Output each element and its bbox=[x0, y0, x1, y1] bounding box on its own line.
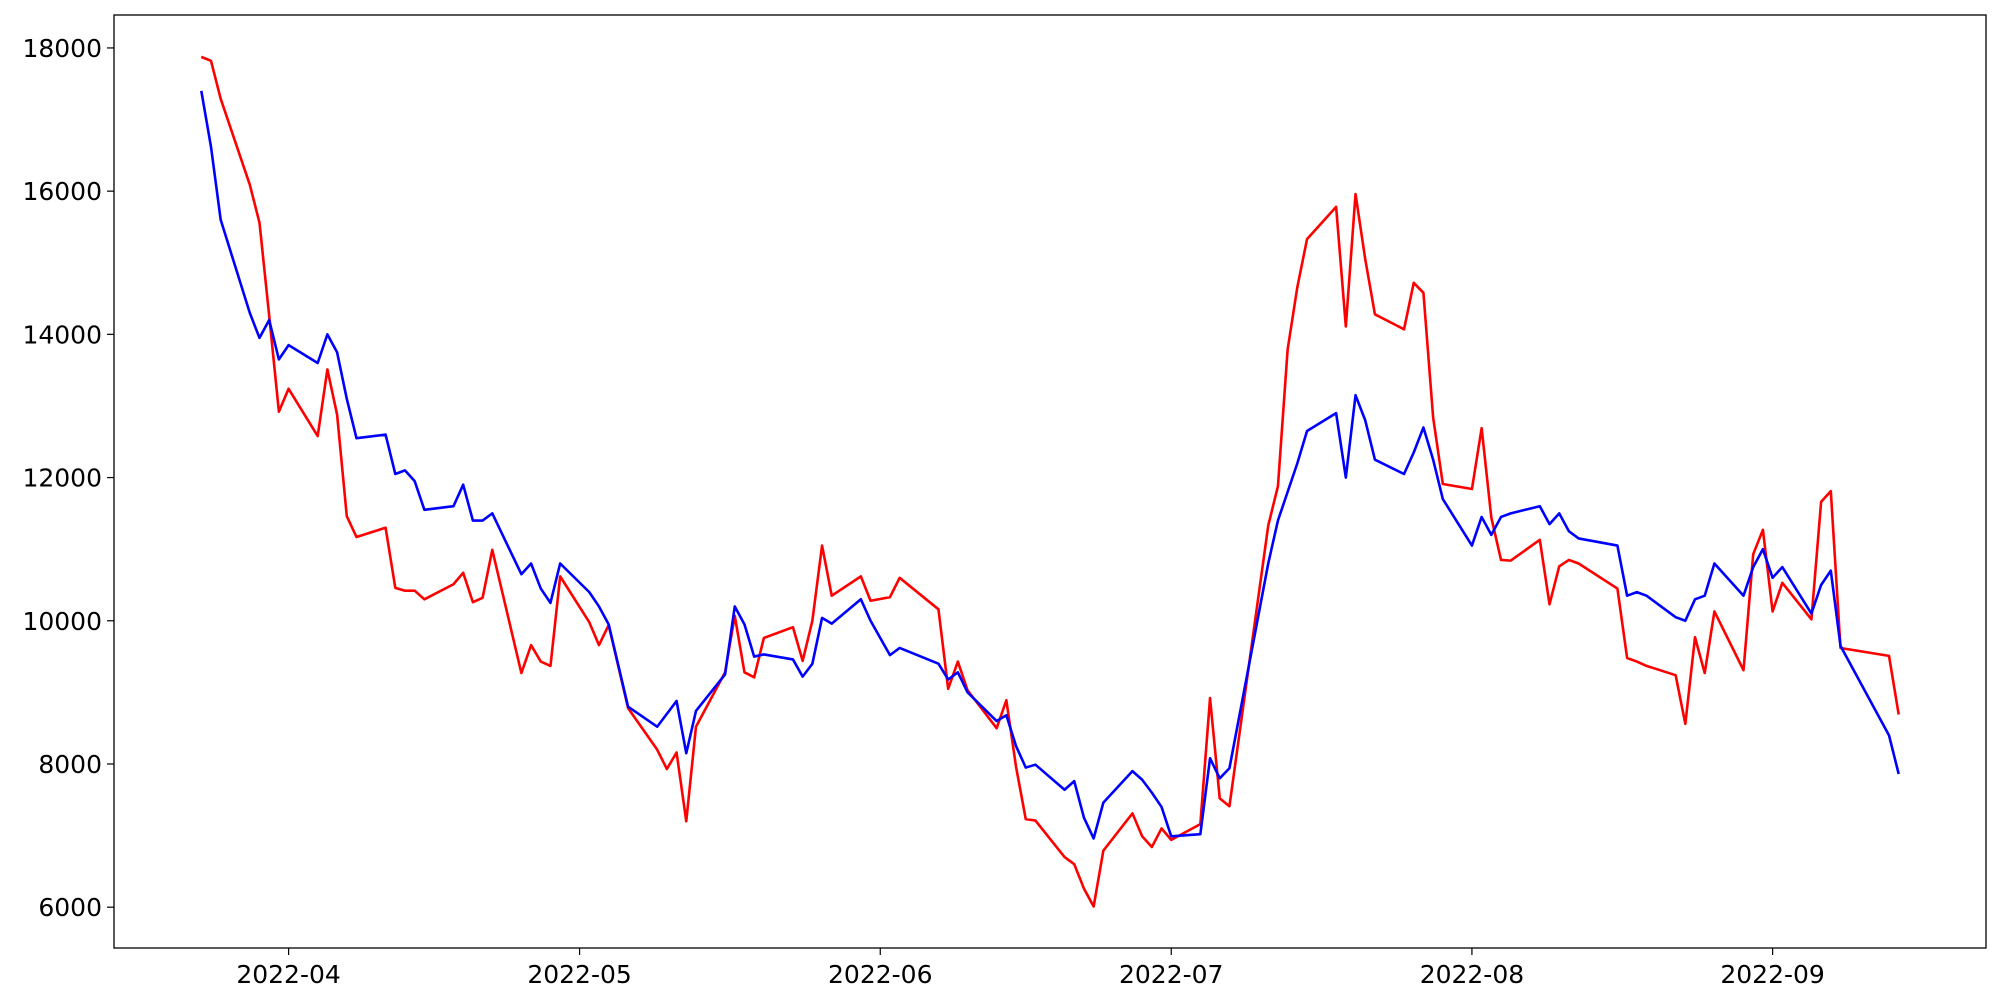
x-tick-label: 2022-08 bbox=[1420, 960, 1524, 989]
y-tick-label: 18000 bbox=[22, 34, 102, 63]
plot-frame bbox=[113, 14, 1987, 949]
x-tick-label: 2022-06 bbox=[828, 960, 932, 989]
y-tick-label: 6000 bbox=[38, 893, 102, 922]
x-tick-label: 2022-09 bbox=[1720, 960, 1824, 989]
y-tick-label: 16000 bbox=[22, 177, 102, 206]
y-tick-label: 12000 bbox=[22, 464, 102, 493]
y-tick-label: 14000 bbox=[22, 320, 102, 349]
x-tick-label: 2022-05 bbox=[527, 960, 631, 989]
y-tick-label: 8000 bbox=[38, 750, 102, 779]
x-tick-label: 2022-04 bbox=[236, 960, 340, 989]
y-tick-label: 10000 bbox=[22, 607, 102, 636]
series-line bbox=[200, 90, 1900, 840]
x-tick-label: 2022-07 bbox=[1119, 960, 1223, 989]
series-line bbox=[200, 55, 1900, 908]
